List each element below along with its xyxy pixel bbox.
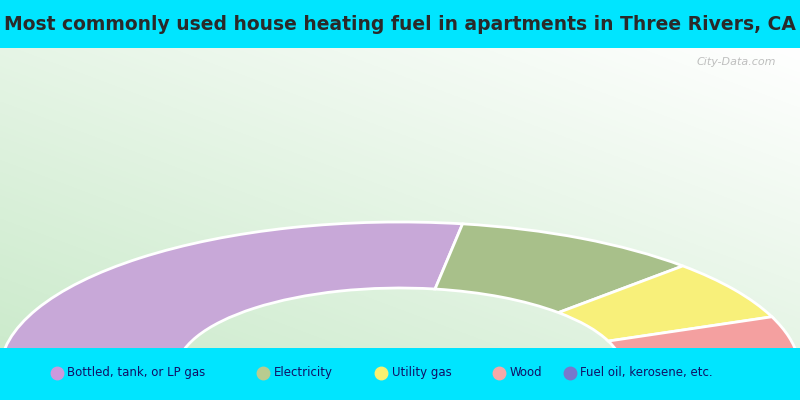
- Wedge shape: [0, 222, 462, 372]
- Text: Most commonly used house heating fuel in apartments in Three Rivers, CA: Most commonly used house heating fuel in…: [4, 14, 796, 34]
- Wedge shape: [435, 224, 683, 313]
- Text: Utility gas: Utility gas: [391, 366, 451, 380]
- Wedge shape: [608, 317, 798, 364]
- Text: City-Data.com: City-Data.com: [697, 57, 776, 67]
- Text: Electricity: Electricity: [274, 366, 333, 380]
- Text: Bottled, tank, or LP gas: Bottled, tank, or LP gas: [67, 366, 206, 380]
- Text: Fuel oil, kerosene, etc.: Fuel oil, kerosene, etc.: [580, 366, 713, 380]
- Text: Wood: Wood: [510, 366, 542, 380]
- Wedge shape: [623, 358, 800, 372]
- Wedge shape: [558, 266, 772, 341]
